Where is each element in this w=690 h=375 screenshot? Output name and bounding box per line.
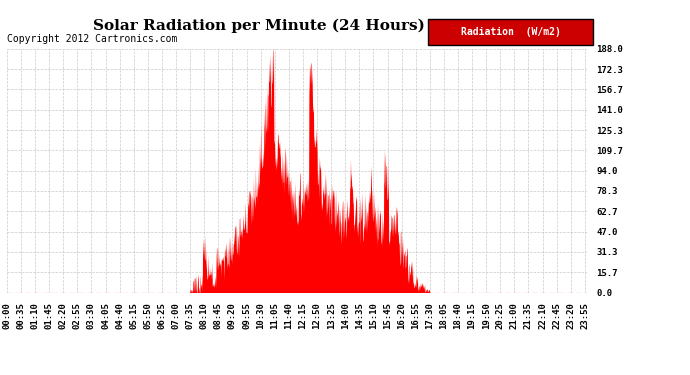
Text: Solar Radiation per Minute (24 Hours) 20121023: Solar Radiation per Minute (24 Hours) 20…: [92, 19, 515, 33]
Text: Radiation  (W/m2): Radiation (W/m2): [461, 27, 560, 37]
Text: Copyright 2012 Cartronics.com: Copyright 2012 Cartronics.com: [7, 34, 177, 44]
